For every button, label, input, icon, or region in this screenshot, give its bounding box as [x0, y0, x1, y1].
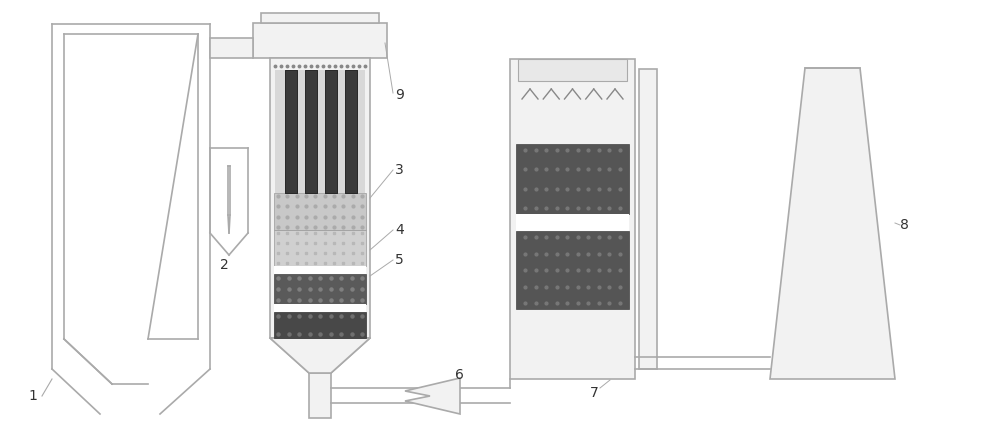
Bar [274, 312, 366, 338]
Text: 4: 4 [395, 223, 404, 237]
Text: 9: 9 [395, 88, 404, 102]
Bar [285, 71, 297, 194]
Polygon shape [405, 378, 460, 414]
Bar [270, 59, 370, 338]
Bar [274, 274, 366, 304]
Bar [274, 194, 366, 230]
Bar [305, 71, 317, 194]
Bar [274, 230, 366, 266]
Bar [325, 71, 337, 194]
Bar [285, 71, 297, 194]
Bar [516, 145, 629, 215]
Bar [309, 373, 331, 418]
Bar [274, 266, 366, 274]
Bar [516, 231, 629, 309]
Bar [261, 14, 379, 24]
Polygon shape [770, 69, 895, 379]
Text: 5: 5 [395, 252, 404, 266]
Text: 8: 8 [900, 218, 909, 231]
Bar [639, 70, 657, 369]
Bar [275, 71, 365, 194]
Bar [345, 71, 357, 194]
Bar [345, 71, 357, 194]
Bar [305, 71, 317, 194]
Text: 1: 1 [28, 388, 37, 402]
Text: 6: 6 [455, 367, 464, 381]
Bar [516, 215, 629, 231]
Polygon shape [270, 338, 370, 373]
Bar [210, 39, 253, 59]
Bar [253, 24, 387, 59]
Bar [510, 60, 635, 379]
Bar [274, 304, 366, 312]
Text: 3: 3 [395, 162, 404, 177]
Text: 2: 2 [220, 258, 229, 272]
Text: 7: 7 [590, 385, 599, 399]
Bar [518, 60, 627, 82]
Bar [325, 71, 337, 194]
